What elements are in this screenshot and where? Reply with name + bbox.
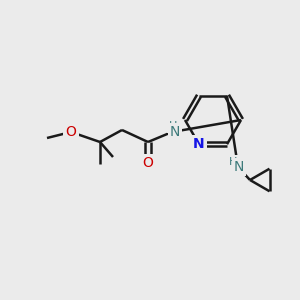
- Text: H: H: [169, 121, 177, 131]
- Text: N: N: [234, 160, 244, 174]
- Text: O: O: [66, 125, 76, 139]
- Text: N: N: [170, 125, 180, 139]
- Text: H: H: [229, 157, 237, 167]
- Text: O: O: [142, 156, 153, 170]
- Text: N: N: [193, 137, 205, 151]
